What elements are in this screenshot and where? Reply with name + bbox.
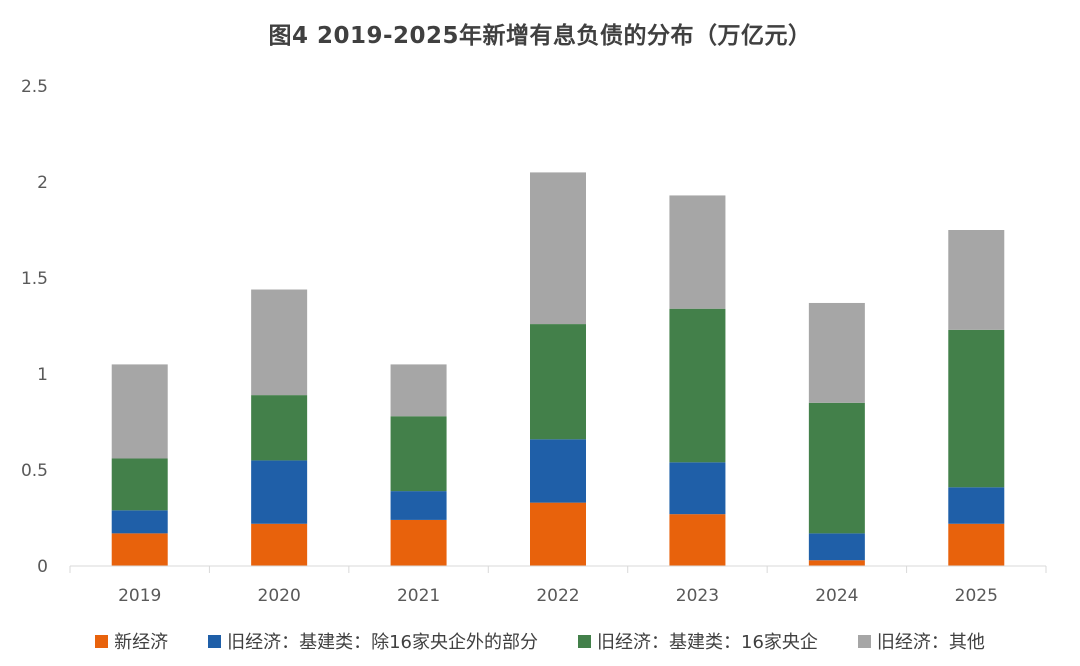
x-tick-label: 2025 [955, 586, 998, 606]
bar-segment-2023-series-2 [669, 462, 726, 515]
legend-item: 旧经济：基建类：16家央企 [578, 628, 818, 654]
y-tick-label: 2.5 [21, 77, 48, 97]
legend: 新经济 旧经济：基建类：除16家央企外的部分 旧经济：基建类：16家央企 旧经济：其他 [0, 628, 1080, 654]
chart-title: 图4 2019-2025年新增有息负债的分布（万亿元） [268, 23, 812, 49]
y-axis-ticks: 0 0.5 1 1.5 2 2.5 [21, 77, 48, 577]
bar-segment-2025-series-2 [948, 487, 1005, 524]
x-tick-label: 2023 [676, 586, 719, 606]
bar-segment-2021-series-1 [390, 519, 447, 566]
x-tick-label: 2022 [536, 586, 579, 606]
legend-label: 旧经济：其他 [876, 632, 985, 653]
x-tick-label: 2020 [258, 586, 301, 606]
bars-group [111, 172, 1005, 566]
legend-label: 旧经济：基建类：除16家央企外的部分 [227, 632, 538, 653]
legend-item: 旧经济：其他 [857, 628, 985, 654]
bar-segment-2024-series-4 [808, 302, 865, 403]
bar-segment-2019-series-3 [111, 458, 168, 511]
y-tick-label: 0 [37, 557, 48, 577]
bar-segment-2022-series-1 [530, 502, 586, 566]
bar-segment-2024-series-3 [808, 402, 865, 534]
legend-label: 新经济 [114, 632, 169, 653]
bar-segment-2019-series-2 [111, 510, 168, 534]
bar-segment-2022-series-4 [530, 172, 586, 325]
bar-segment-2021-series-2 [390, 491, 447, 520]
y-tick-label: 1 [37, 365, 48, 385]
x-tick-label: 2019 [118, 586, 161, 606]
x-tick-label: 2021 [397, 586, 440, 606]
legend-item: 新经济 [95, 628, 168, 654]
y-tick-label: 1.5 [21, 269, 48, 289]
legend-swatch [95, 634, 109, 648]
bar-segment-2020-series-1 [251, 523, 308, 566]
legend-swatch [857, 634, 871, 648]
bar-segment-2025-series-3 [948, 329, 1005, 488]
legend-swatch [208, 634, 222, 648]
bar-segment-2019-series-1 [111, 533, 168, 566]
bar-segment-2021-series-3 [390, 416, 447, 492]
bar-segment-2024-series-2 [808, 533, 865, 561]
x-axis-ticks: 2019 2020 2021 2022 2023 2024 2025 [69, 566, 1047, 606]
bar-segment-2023-series-4 [669, 195, 726, 309]
bar-segment-2019-series-4 [111, 364, 168, 459]
y-tick-label: 2 [37, 173, 48, 193]
bar-segment-2025-series-4 [948, 230, 1005, 330]
bar-segment-2025-series-1 [948, 523, 1005, 566]
bar-segment-2022-series-3 [530, 324, 586, 440]
bar-segment-2022-series-2 [530, 439, 586, 503]
legend-item: 旧经济：基建类：除16家央企外的部分 [208, 628, 538, 654]
bar-segment-2024-series-1 [808, 560, 865, 566]
x-tick-label: 2024 [815, 586, 858, 606]
y-tick-label: 0.5 [21, 461, 48, 481]
stacked-bar-chart: 0 0.5 1 1.5 2 2.5 2019 2020 2021 2022 2023 2024 202… [21, 77, 1047, 606]
bar-segment-2020-series-3 [251, 395, 308, 461]
bar-segment-2021-series-4 [390, 364, 447, 417]
bar-segment-2020-series-4 [251, 289, 308, 396]
bar-segment-2023-series-1 [669, 514, 726, 566]
legend-label: 旧经济：基建类：16家央企 [597, 632, 818, 653]
legend-swatch [578, 634, 591, 648]
bar-segment-2020-series-2 [251, 460, 308, 524]
bar-segment-2023-series-3 [669, 308, 726, 463]
